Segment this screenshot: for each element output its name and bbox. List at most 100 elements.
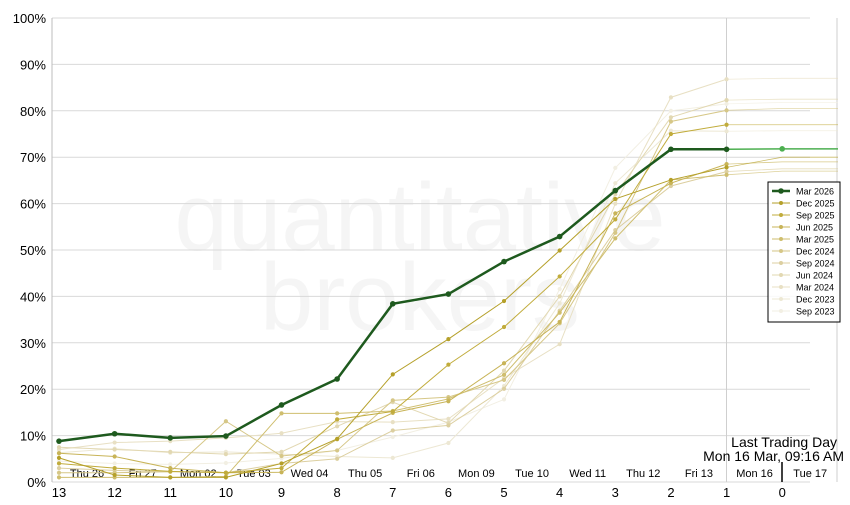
- x-tick-label: 7: [389, 485, 396, 500]
- series-point: [56, 438, 62, 444]
- y-tick-label: 80%: [20, 104, 46, 119]
- x-tick-label: 2: [667, 485, 674, 500]
- y-tick-label: 10%: [20, 429, 46, 444]
- series-point: [224, 419, 228, 423]
- series-point: [335, 411, 339, 415]
- date-label: Tue 17: [793, 468, 827, 480]
- series-point: [335, 437, 339, 441]
- watermark: quantitative brokers: [174, 164, 665, 351]
- series-point: [502, 369, 506, 373]
- series-point: [502, 325, 506, 329]
- legend-swatch-marker: [779, 309, 783, 313]
- legend-label: Dec 2025: [796, 199, 835, 209]
- series-point: [113, 447, 117, 451]
- y-tick-label: 90%: [20, 57, 46, 72]
- series-point: [334, 376, 340, 382]
- y-tick-label: 60%: [20, 197, 46, 212]
- series-point: [669, 178, 673, 182]
- x-tick-label: 9: [278, 485, 285, 500]
- legend-label: Dec 2024: [796, 247, 835, 257]
- series-point: [391, 409, 395, 413]
- series-point: [558, 287, 562, 291]
- series-extension-line: [727, 102, 838, 103]
- y-tick-label: 50%: [20, 243, 46, 258]
- series-point: [112, 431, 118, 437]
- y-tick-label: 40%: [20, 289, 46, 304]
- series-point: [113, 454, 117, 458]
- series-point: [613, 236, 617, 240]
- series-point: [558, 248, 562, 252]
- series-point: [668, 147, 674, 153]
- series-point: [724, 98, 728, 102]
- series-point: [502, 373, 506, 377]
- series-point: [57, 451, 61, 455]
- series-point: [57, 475, 61, 479]
- series-point: [501, 259, 507, 265]
- series-point: [113, 473, 117, 477]
- series-point: [279, 411, 283, 415]
- series-point: [669, 115, 673, 119]
- legend-swatch-marker: [778, 188, 784, 194]
- legend-swatch-marker: [779, 273, 783, 277]
- series-point: [279, 454, 283, 458]
- series-point: [335, 448, 339, 452]
- series-point: [335, 424, 339, 428]
- x-tick-label: 12: [107, 485, 121, 500]
- series-point: [613, 202, 617, 206]
- series-point: [57, 456, 61, 460]
- series-point: [167, 435, 173, 441]
- series-point: [168, 475, 172, 479]
- series-point: [669, 95, 673, 99]
- watermark-line-2: brokers: [260, 244, 580, 351]
- last-trading-day-datetime: Mon 16 Mar, 09:16 AM: [703, 448, 844, 464]
- series-point: [502, 397, 506, 401]
- legend-label: Mar 2026: [796, 187, 834, 197]
- x-tick-label: 0: [779, 485, 786, 500]
- series-point: [391, 435, 395, 439]
- series-point: [168, 469, 172, 473]
- grid: [52, 18, 837, 482]
- series-point: [446, 291, 452, 297]
- series-point: [558, 342, 562, 346]
- y-tick-label: 100%: [13, 11, 47, 26]
- series-point: [224, 471, 228, 475]
- x-tick-label: 8: [334, 485, 341, 500]
- series-point: [446, 399, 450, 403]
- series-point: [446, 441, 450, 445]
- series-point: [502, 361, 506, 365]
- series-point: [779, 146, 785, 152]
- date-label: Wed 11: [569, 468, 606, 480]
- series-point: [613, 197, 617, 201]
- series-point: [279, 450, 283, 454]
- legend-label: Jun 2025: [796, 223, 833, 233]
- date-label: Wed 04: [291, 468, 329, 480]
- series-point: [613, 231, 617, 235]
- series-point: [168, 462, 172, 466]
- series-point: [502, 378, 506, 382]
- legend-label: Mar 2025: [796, 235, 834, 245]
- series-point: [557, 234, 563, 240]
- series-point: [724, 129, 728, 133]
- series-point: [669, 119, 673, 123]
- series-point: [613, 181, 617, 185]
- series-point: [113, 461, 117, 465]
- legend-swatch-marker: [779, 285, 783, 289]
- series-point: [57, 466, 61, 470]
- series-point: [279, 470, 283, 474]
- series-point: [223, 433, 229, 439]
- series-point: [558, 274, 562, 278]
- y-tick-label: 70%: [20, 150, 46, 165]
- date-label: Fri 13: [685, 468, 713, 480]
- y-tick-label: 20%: [20, 382, 46, 397]
- series-point: [335, 417, 339, 421]
- series-point: [502, 387, 506, 391]
- series-point: [446, 423, 450, 427]
- series-extension-line: [727, 157, 838, 167]
- x-tick-label: 5: [500, 485, 507, 500]
- series-point: [391, 372, 395, 376]
- series-point: [558, 320, 562, 324]
- series-point: [279, 461, 283, 465]
- series-point: [168, 450, 172, 454]
